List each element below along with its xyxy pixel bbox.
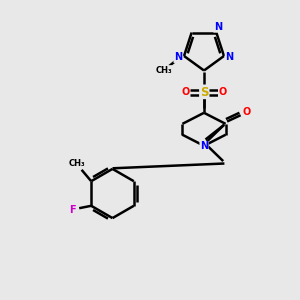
- Text: CH₃: CH₃: [69, 159, 86, 168]
- Text: CH₃: CH₃: [156, 66, 172, 75]
- Text: O: O: [218, 87, 227, 97]
- Text: N: N: [200, 141, 208, 152]
- Text: N: N: [225, 52, 233, 62]
- Text: N: N: [214, 22, 222, 32]
- Text: N: N: [174, 52, 182, 62]
- Text: O: O: [242, 107, 251, 118]
- Text: O: O: [181, 87, 190, 97]
- Text: F: F: [69, 205, 76, 215]
- Text: S: S: [200, 85, 208, 99]
